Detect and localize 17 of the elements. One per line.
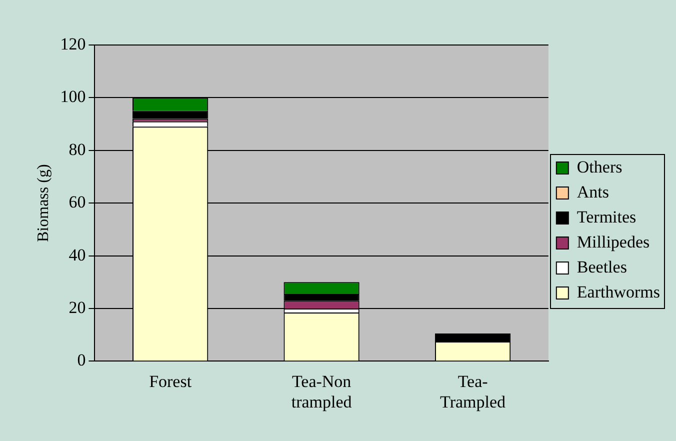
legend-label: Others [576, 157, 622, 176]
legend-label: Ants [576, 182, 610, 202]
y-axis-title: Biomass (g) [34, 164, 52, 242]
legend-label: Millipedes [576, 232, 650, 252]
y-tick-label: 100 [60, 87, 86, 106]
y-tick-label: 40 [68, 245, 86, 264]
legend-label: Beetles [576, 257, 627, 276]
y-tick-label: 120 [60, 34, 86, 54]
legend-label: Earthworms [576, 282, 660, 302]
x-tick-label: Forest [149, 372, 192, 391]
y-tick-label: 80 [68, 140, 86, 159]
y-tick-label: 0 [77, 350, 86, 370]
y-tick-label: 60 [68, 192, 86, 212]
y-tick-label: 20 [68, 298, 86, 317]
legend-label: Termites [576, 207, 636, 226]
x-tick-label: Tea-Non trampled [291, 372, 352, 412]
x-tick-label: Tea-Trampled [440, 372, 506, 412]
